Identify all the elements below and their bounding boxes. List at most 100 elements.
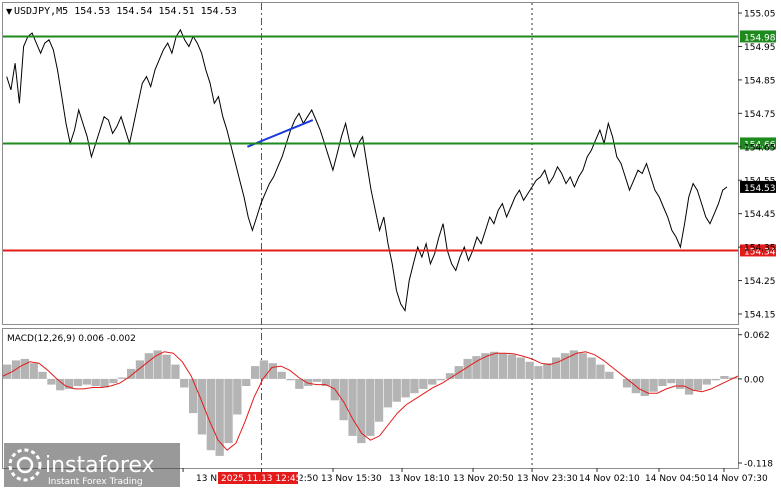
macd-bar (445, 373, 455, 379)
price-tick-label: 154.75 (744, 110, 776, 120)
trend-segment (247, 119, 314, 148)
macd-bar (640, 378, 649, 396)
macd-bar (162, 354, 171, 379)
level-label: 154.34 (744, 247, 776, 257)
chart-title: USDJPY,M5 154.53 154.54 154.51 154.53 (14, 6, 237, 17)
macd-bar (118, 377, 127, 379)
macd-bar (144, 353, 153, 379)
price-tick-label: 154.65 (744, 143, 776, 153)
macd-bar (622, 378, 632, 388)
macd-bar (667, 378, 676, 384)
price-tick-label: 154.85 (744, 76, 776, 86)
macd-bar (525, 361, 534, 379)
level-lines: 154.98 154.66 154.34 (3, 30, 776, 257)
price-tick-label: 154.15 (744, 310, 776, 320)
time-tick-label: 13 Nov 20:50 (453, 474, 514, 484)
macd-bar (286, 378, 295, 381)
level-label: 154.66 (744, 140, 776, 150)
macd-bar (693, 378, 702, 391)
time-tick-label: 14 Nov 07:30 (707, 474, 768, 484)
price-panel-frame (2, 2, 739, 325)
watermark-tagline: Instant Forex Trading (48, 477, 143, 487)
macd-panel-frame (2, 328, 739, 469)
macd-bar (73, 378, 83, 386)
macd-bar (720, 376, 729, 379)
signal-line (2, 351, 739, 451)
watermark: instaforex Instant Forex Trading (4, 443, 180, 487)
price-line (6, 28, 728, 313)
macd-bar (658, 378, 667, 386)
macd-bar (215, 378, 224, 456)
macd-bar (472, 356, 481, 379)
macd-bar (498, 353, 508, 379)
macd-bar (605, 371, 614, 379)
macd-bar (419, 378, 428, 389)
macd-bar (596, 364, 605, 379)
macd-bar (534, 366, 543, 379)
macd-bar (383, 378, 393, 408)
time-tick-label: 2:50 (298, 474, 318, 484)
macd-bar (189, 378, 198, 414)
macd-bar (206, 378, 215, 451)
macd-bar (153, 350, 162, 379)
macd-bar (702, 378, 711, 385)
price-tick-label: 154.45 (744, 210, 776, 220)
macd-axis: 0.062 0.00 -0.118 (738, 331, 773, 470)
macd-bar (171, 364, 180, 379)
macd-bar (56, 378, 65, 391)
macd-bar (543, 363, 552, 379)
price-tick-label: 154.25 (744, 277, 776, 287)
macd-bar (304, 378, 313, 386)
macd-bar (463, 358, 472, 379)
macd-tick-label: 0.00 (744, 375, 764, 385)
current-price-label: 154.53 (744, 184, 776, 194)
level-label-box (740, 30, 776, 43)
highlight-tick-label: 2025.11.13 12:45 (221, 474, 301, 484)
macd-bar (127, 368, 136, 379)
level-label-box (740, 137, 776, 150)
price-series (6, 28, 728, 313)
macd-bar (3, 364, 12, 379)
macd-bar (109, 378, 118, 384)
macd-bar (20, 358, 29, 379)
macd-bar (277, 371, 286, 379)
macd-bar (224, 378, 233, 444)
macd-bar (312, 378, 322, 382)
macd-bar (436, 378, 446, 381)
macd-bar (135, 360, 145, 379)
macd-bar (321, 378, 331, 386)
macd-tick-label: -0.118 (744, 460, 773, 470)
macd-bar (507, 354, 517, 379)
macd-bar (374, 378, 384, 422)
macd-bar (578, 353, 587, 379)
macd-bar (339, 378, 348, 421)
time-tick-label: 13 Nov 23:30 (517, 474, 578, 484)
vertical-separators (260, 3, 533, 468)
level-label-box (740, 244, 776, 257)
price-tick-label: 154.95 (744, 43, 776, 53)
macd-bar (197, 378, 207, 435)
macd-bar (569, 350, 578, 379)
chart-title-arrow: ▼ (6, 7, 13, 16)
macd-bar (676, 378, 685, 389)
macd-bar (65, 378, 74, 389)
macd-bar (428, 378, 437, 385)
macd-bar (242, 378, 251, 386)
time-tick-label: 13 Nov 15:30 (321, 474, 382, 484)
time-tick-label: 13 N (196, 474, 217, 484)
time-tick-label: 14 Nov 04:50 (645, 474, 706, 484)
watermark-brand: instaforex (45, 453, 155, 478)
highlight-tick-box (218, 472, 298, 484)
macd-bar (392, 378, 401, 402)
macd-tick-label: 0.062 (744, 331, 770, 341)
macd-bar (251, 366, 260, 379)
macd-bar (268, 363, 277, 379)
instaforex-logo-icon (8, 448, 42, 482)
macd-bar (357, 378, 366, 444)
macd-bar (587, 357, 596, 379)
macd-bar (649, 378, 658, 392)
time-axis: 13 N 2:50 13 Nov 15:30 13 Nov 18:10 13 Nov 2… (182, 468, 768, 484)
macd-bar (295, 378, 304, 389)
price-axis: 155.05154.95154.85154.75154.65154.55154.… (738, 10, 776, 320)
